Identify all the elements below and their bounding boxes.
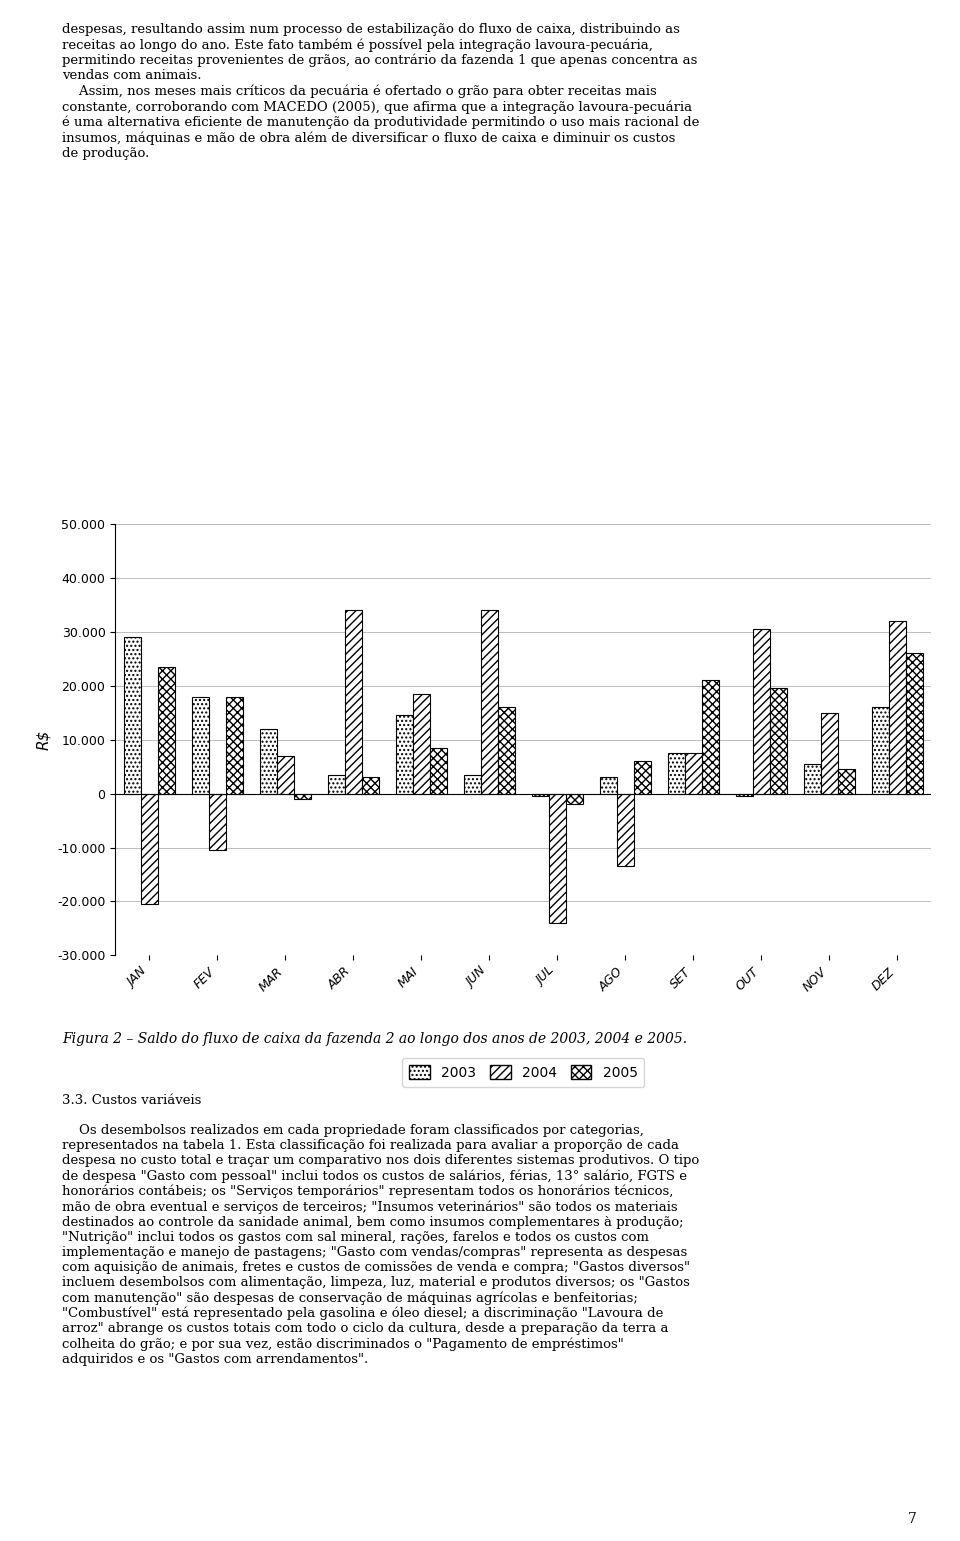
Bar (804, 764, 821, 794)
Bar (821, 712, 838, 794)
Bar (497, 707, 515, 794)
Bar (260, 729, 276, 794)
Legend: 2003, 2004, 2005: 2003, 2004, 2005 (402, 1057, 644, 1086)
Bar (276, 757, 294, 794)
Bar (413, 693, 430, 794)
Text: despesas, resultando assim num processo de estabilização do fluxo de caixa, dist: despesas, resultando assim num processo … (62, 23, 700, 160)
Bar (157, 667, 175, 794)
Bar (396, 715, 413, 794)
Bar (226, 697, 243, 794)
Bar (770, 689, 786, 794)
Y-axis label: R$: R$ (36, 729, 52, 750)
Bar (889, 621, 905, 794)
Text: Figura 2 – Saldo do fluxo de caixa da fazenda 2 ao longo dos anos de 2003, 2004 : Figura 2 – Saldo do fluxo de caixa da fa… (62, 1032, 687, 1046)
Bar (208, 794, 226, 851)
Bar (702, 681, 719, 794)
Bar (345, 610, 362, 794)
Bar (532, 794, 549, 797)
Bar (430, 747, 446, 794)
Bar (294, 794, 311, 800)
Bar (565, 794, 583, 804)
Bar (362, 777, 378, 794)
Bar (634, 761, 651, 794)
Bar (327, 775, 345, 794)
Bar (753, 629, 770, 794)
Bar (124, 638, 141, 794)
Bar (600, 777, 616, 794)
Bar (838, 769, 854, 794)
Bar (464, 775, 481, 794)
Bar (735, 794, 753, 797)
Bar (141, 794, 157, 905)
Bar (192, 697, 208, 794)
Bar (481, 610, 497, 794)
Bar (549, 794, 565, 923)
Text: 7: 7 (907, 1512, 917, 1526)
Bar (905, 653, 923, 794)
Bar (684, 754, 702, 794)
Bar (616, 794, 634, 866)
Text: 3.3. Custos variáveis

    Os desembolsos realizados em cada propriedade foram c: 3.3. Custos variáveis Os desembolsos rea… (62, 1094, 700, 1365)
Bar (872, 707, 889, 794)
Bar (668, 754, 684, 794)
